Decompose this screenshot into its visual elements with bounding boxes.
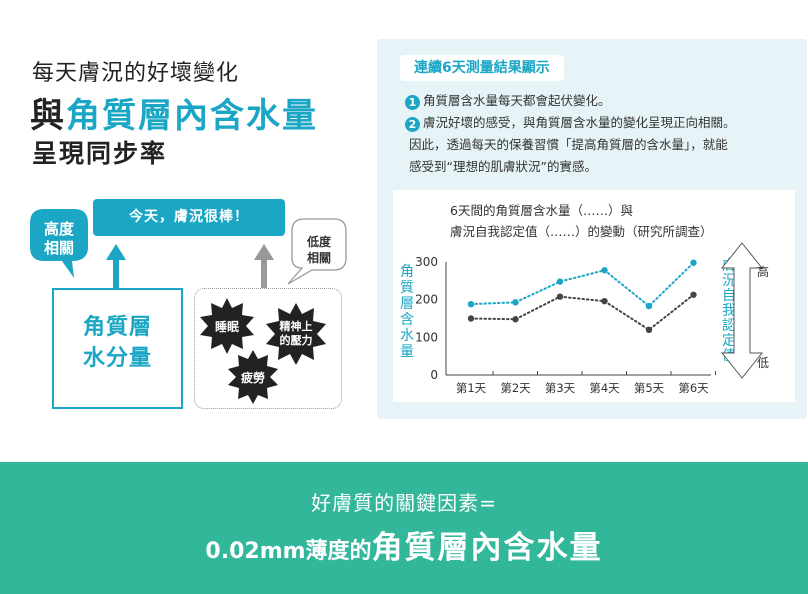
series-1-point xyxy=(467,300,475,308)
series-1-point xyxy=(690,259,697,266)
point-2-number: 2 xyxy=(405,117,420,132)
stress-label-line2: 的壓力 xyxy=(279,334,313,347)
sleep-label: 睡眠 xyxy=(214,320,239,334)
stress-label-line1: 精神上 xyxy=(279,320,313,333)
line-chart: 300 200 100 0 第1天 第2天 第3天 第4天 第5天 第6天 高 低 xyxy=(415,242,769,395)
series-2-point xyxy=(690,291,697,298)
footer-line2: 0.02mm薄度的角質層內含水量 xyxy=(0,522,808,567)
series-line-2 xyxy=(470,293,695,332)
high-correlation-arrow xyxy=(106,244,126,288)
low-correlation-arrow xyxy=(254,244,274,288)
y-tick-label: 100 xyxy=(415,330,438,344)
point-2-line2: 因此，透過每天的保養習慣「提高角質層的含水量」，就能 xyxy=(409,137,728,152)
footer-line1: 好膚質的關鍵因素= xyxy=(311,491,497,515)
y-tick-label: 300 xyxy=(415,255,438,269)
header-line1: 每天膚況的好壞變化 xyxy=(32,61,240,86)
high-correlation-label: 高度 相關 xyxy=(30,220,88,258)
point-1-text: 角質層含水量每天都會起伏變化。 xyxy=(423,93,611,108)
moisture-box xyxy=(52,288,183,409)
chart-title-line1: 6天間的角質層含水量（……）與 xyxy=(450,203,633,218)
other-factors-box xyxy=(194,288,342,409)
panel-title: 連續6天測量結果顯示 xyxy=(400,55,564,81)
y2-low-label: 低 xyxy=(757,356,769,370)
series-1-point xyxy=(512,299,519,306)
series-2-point xyxy=(467,315,475,322)
footer-line2-small: 0.02mm薄度的 xyxy=(205,539,372,564)
series-2-point xyxy=(556,293,564,300)
x-tick-label: 第5天 xyxy=(634,381,665,395)
chart-title-line2: 膚況自我認定值（……）的變動（研究所調查） xyxy=(450,224,713,239)
header-line2-prefix: 與 xyxy=(30,96,66,136)
high-correlation-label-line2: 相關 xyxy=(43,239,74,257)
chart-box xyxy=(393,190,795,402)
moisture-label: 角質層 水分量 xyxy=(52,312,183,374)
y2-high-label: 高 xyxy=(757,264,769,279)
low-correlation-label-line1: 低度 xyxy=(306,235,331,249)
point-2-text: 膚況好壞的感受，與角質層含水量的變化呈現正向相關。 xyxy=(423,115,736,130)
fatigue-label: 疲勞 xyxy=(240,371,265,385)
series-1-point xyxy=(645,302,653,310)
footer-line2-big: 角質層內含水量 xyxy=(371,530,603,566)
series-line-1 xyxy=(470,261,695,308)
today-skin-great-banner: 今天，膚況很棒！ xyxy=(93,199,285,236)
stress-starburst xyxy=(266,303,326,365)
low-correlation-label: 低度 相關 xyxy=(292,234,346,266)
stress-label: 精神上 的壓力 xyxy=(270,320,322,348)
series-2-point xyxy=(601,297,608,305)
low-correlation-label-line2: 相關 xyxy=(306,251,331,265)
x-tick-label: 第1天 xyxy=(456,381,487,395)
point-1-number: 1 xyxy=(405,95,420,110)
series-2-point xyxy=(512,316,519,323)
moisture-label-line1: 角質層 xyxy=(82,315,152,340)
chart-y-axis-label: 角質層含水量 xyxy=(400,264,414,360)
sleep-starburst xyxy=(200,298,254,354)
point-2-line3: 感受到“理想的肌膚狀況”的實感。 xyxy=(409,159,597,174)
x-tick-label: 第4天 xyxy=(589,381,620,395)
high-correlation-bubble xyxy=(30,209,88,278)
diagram-graphics xyxy=(30,209,347,404)
header-line2-highlight: 角質層內含水量 xyxy=(66,96,318,136)
point-2: 2 膚況好壞的感受，與角質層含水量的變化呈現正向相關。 xyxy=(405,112,736,134)
series-2-point xyxy=(645,326,653,333)
header-line3: 呈現同步率 xyxy=(32,139,168,168)
y-tick-label: 200 xyxy=(415,293,438,307)
series-1-point xyxy=(601,267,608,274)
y2-scale-arrow xyxy=(720,242,764,379)
y-tick-label: 0 xyxy=(430,368,438,382)
fatigue-starburst xyxy=(228,350,278,404)
moisture-label-line2: 水分量 xyxy=(82,346,152,371)
x-tick-label: 第3天 xyxy=(545,381,576,395)
point-1: 1 角質層含水量每天都會起伏變化。 xyxy=(405,90,611,112)
x-tick-label: 第2天 xyxy=(500,381,531,395)
series-1-point xyxy=(556,278,564,285)
footer-banner xyxy=(0,462,808,594)
header-line2: 與角質層內含水量 xyxy=(30,88,318,137)
low-correlation-bubble xyxy=(287,218,347,285)
high-correlation-label-line1: 高度 xyxy=(43,220,74,238)
x-tick-label: 第6天 xyxy=(678,381,709,395)
